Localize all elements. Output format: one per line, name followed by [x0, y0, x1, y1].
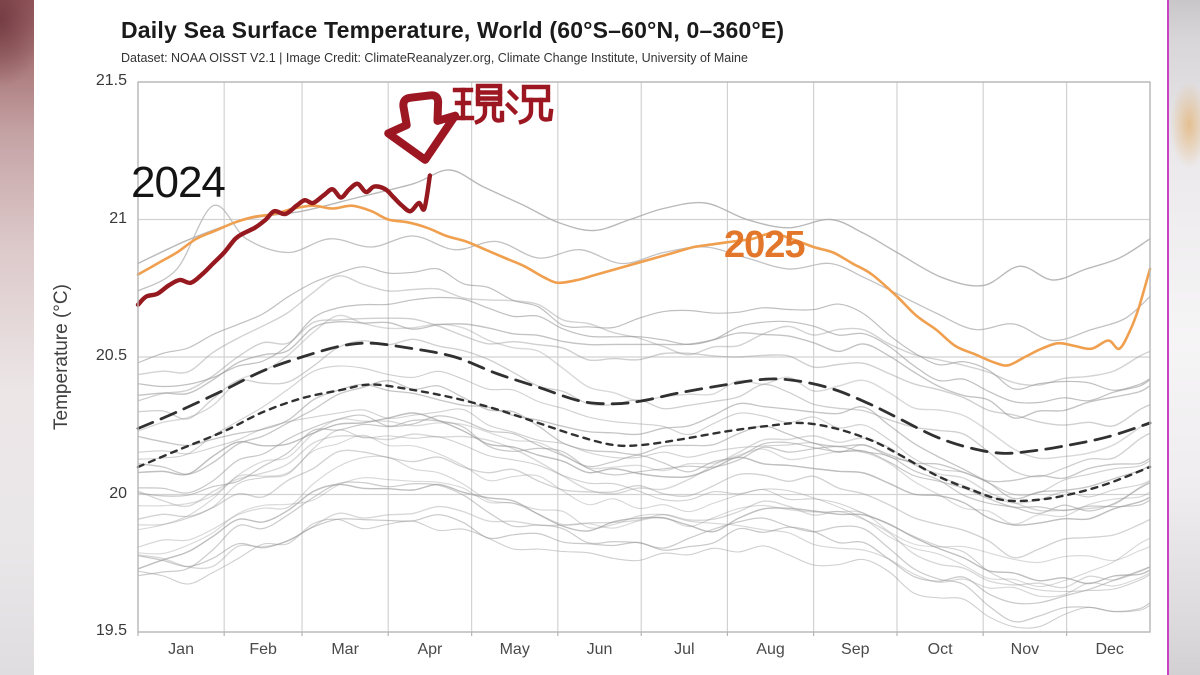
x-tick-label-jun: Jun	[586, 641, 613, 658]
annotation-2025-label: 2025	[724, 224, 806, 266]
y-tick-label: 19.5	[95, 622, 127, 639]
y-tick-label: 20.5	[95, 347, 127, 364]
chart-title: Daily Sea Surface Temperature, World (60…	[121, 17, 785, 43]
current-status-down-arrow-icon	[384, 91, 460, 164]
annotation-current-label: 現況	[451, 78, 556, 135]
annotation-2024-label: 2024	[131, 158, 226, 207]
x-tick-label-jul: Jul	[674, 641, 695, 658]
y-tick-label: 21.5	[95, 72, 127, 89]
y-tick-label: 20	[109, 484, 127, 502]
glyph-strokes	[451, 83, 554, 125]
chart-subtitle: Dataset: NOAA OISST V2.1 | Image Credit:…	[121, 51, 748, 65]
x-tick-label-feb: Feb	[249, 641, 277, 658]
x-tick-label-aug: Aug	[756, 641, 785, 658]
x-tick-label-mar: Mar	[331, 641, 359, 658]
x-tick-label-oct: Oct	[927, 641, 953, 658]
magenta-edge-line	[1166, 0, 1170, 675]
arrow-shape	[384, 91, 460, 164]
y-tick-label: 21	[109, 209, 127, 227]
background-left-blur	[0, 0, 34, 675]
x-tick-label-apr: Apr	[417, 641, 443, 658]
chart-card	[34, 0, 1167, 675]
background-right-blur	[1169, 0, 1200, 675]
x-tick-label-jan: Jan	[168, 641, 194, 658]
x-tick-label-nov: Nov	[1010, 641, 1040, 658]
x-tick-label-dec: Dec	[1095, 641, 1124, 658]
x-tick-label-may: May	[499, 641, 530, 658]
x-tick-label-sep: Sep	[841, 641, 870, 658]
current-label-glyphs-xiankuang	[451, 83, 554, 125]
